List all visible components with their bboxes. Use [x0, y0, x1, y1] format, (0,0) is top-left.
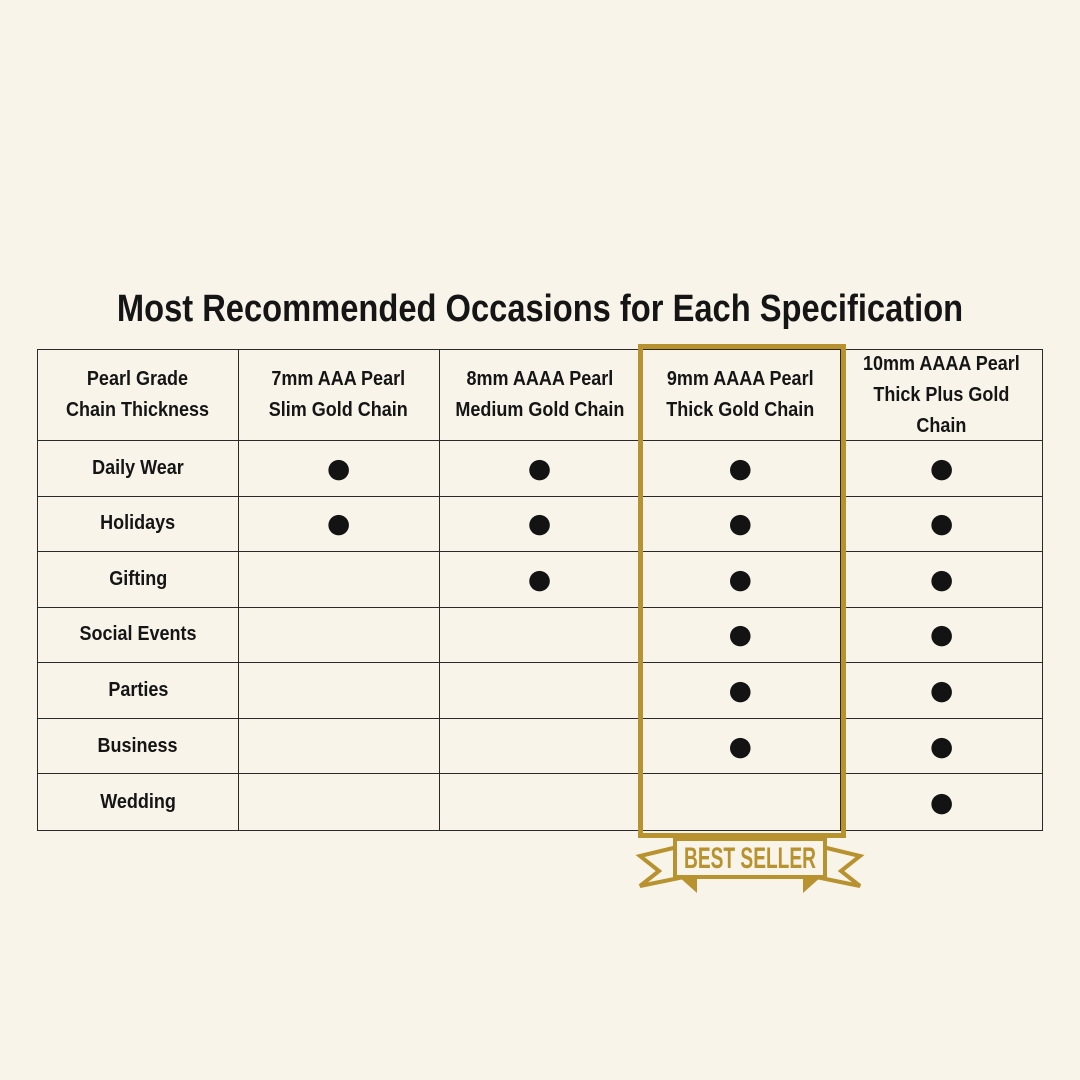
- row-label-wedding: Wedding: [38, 774, 239, 830]
- cell-business-8mm: [439, 718, 641, 775]
- cell-holidays-7mm: ●: [238, 496, 440, 553]
- dot-mark: ●: [326, 508, 351, 540]
- cell-holidays-9mm: ●: [640, 496, 842, 553]
- cell-wedding-9mm: [640, 774, 842, 830]
- cell-social-events-7mm: [238, 607, 440, 664]
- row-label-parties: Parties: [38, 663, 239, 719]
- dot-mark: ●: [929, 675, 954, 707]
- cell-business-9mm: ●: [640, 718, 842, 775]
- page-title-text: Most Recommended Occasions for Each Spec…: [116, 288, 964, 330]
- column-header-8mm: 8mm AAAA Pearl Medium Gold Chain: [439, 350, 641, 441]
- dot-mark: ●: [728, 452, 753, 484]
- best-seller-ribbon: BEST SELLER: [634, 835, 866, 899]
- dot-mark: ●: [527, 563, 552, 595]
- dot-mark: ●: [728, 563, 753, 595]
- row-label-daily-wear: Daily Wear: [38, 441, 239, 497]
- dot-mark: ●: [929, 786, 954, 818]
- cell-parties-8mm: [439, 663, 641, 719]
- dot-mark: ●: [929, 730, 954, 762]
- cell-parties-7mm: [238, 663, 440, 719]
- row-label-holidays: Holidays: [38, 496, 239, 553]
- column-header-9mm: 9mm AAAA Pearl Thick Gold Chain: [640, 350, 842, 441]
- row-label-business: Business: [38, 718, 239, 775]
- dot-mark: ●: [929, 563, 954, 595]
- cell-social-events-9mm: ●: [640, 607, 842, 664]
- dot-mark: ●: [929, 508, 954, 540]
- dot-mark: ●: [728, 730, 753, 762]
- cell-holidays-8mm: ●: [439, 496, 641, 553]
- column-header-7mm: 7mm AAA Pearl Slim Gold Chain: [238, 350, 440, 441]
- cell-business-10mm: ●: [841, 719, 1042, 775]
- cell-parties-10mm: ●: [841, 663, 1042, 719]
- cell-wedding-10mm: ●: [841, 774, 1042, 830]
- dot-mark: ●: [728, 508, 753, 540]
- cell-gifting-7mm: [238, 552, 440, 608]
- cell-social-events-8mm: [439, 607, 641, 664]
- dot-mark: ●: [929, 619, 954, 651]
- cell-gifting-9mm: ●: [640, 552, 842, 608]
- cell-wedding-7mm: [239, 774, 440, 830]
- row-label-gifting: Gifting: [38, 552, 239, 608]
- dot-mark: ●: [527, 452, 552, 484]
- cell-daily-wear-10mm: ●: [841, 441, 1042, 497]
- row-label-social-events: Social Events: [38, 607, 239, 664]
- cell-daily-wear-9mm: ●: [640, 441, 842, 497]
- cell-holidays-10mm: ●: [841, 497, 1042, 553]
- dot-mark: ●: [929, 452, 954, 484]
- cell-business-7mm: [238, 718, 440, 775]
- cell-parties-9mm: ●: [640, 663, 842, 719]
- column-header-10mm: 10mm AAAA Pearl Thick Plus Gold Chain: [841, 350, 1042, 441]
- cell-wedding-8mm: [440, 774, 641, 830]
- ribbon-icon: BEST SELLER: [635, 837, 865, 893]
- best-seller-label: BEST SELLER: [684, 842, 816, 875]
- cell-gifting-10mm: ●: [841, 552, 1042, 608]
- dot-mark: ●: [728, 619, 753, 651]
- cell-daily-wear-7mm: ●: [238, 441, 440, 497]
- dot-mark: ●: [326, 452, 351, 484]
- dot-mark: ●: [527, 508, 552, 540]
- cell-gifting-8mm: ●: [439, 552, 641, 608]
- cell-daily-wear-8mm: ●: [439, 441, 641, 497]
- dot-mark: ●: [728, 675, 753, 707]
- cell-social-events-10mm: ●: [841, 608, 1042, 664]
- corner-header-cell: Pearl Grade Chain Thickness: [38, 350, 239, 441]
- page-title: Most Recommended Occasions for Each Spec…: [0, 288, 1080, 331]
- occasions-comparison-table: Pearl Grade Chain Thickness 7mm AAA Pear…: [37, 349, 1043, 831]
